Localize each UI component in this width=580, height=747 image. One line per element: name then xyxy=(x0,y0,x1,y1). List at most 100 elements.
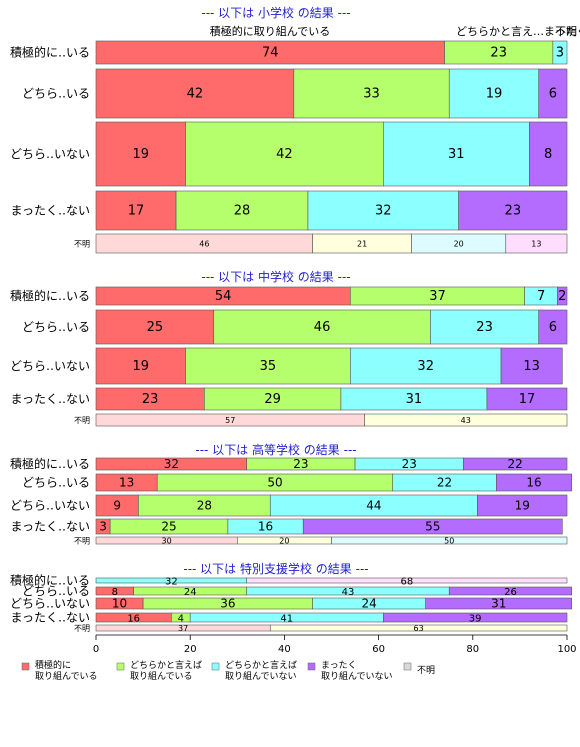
bar-segment xyxy=(425,597,573,610)
bar-row: どちら‥いる 8 24 43 26 xyxy=(22,584,573,598)
bar-segment xyxy=(95,121,186,187)
bar-value-label: 23 xyxy=(476,320,493,335)
bar-value-label: 19 xyxy=(132,147,149,162)
category-label: どちら‥いない xyxy=(10,499,90,513)
bar-segment xyxy=(95,190,177,231)
bar-value-label: 23 xyxy=(490,46,507,61)
bar-value-label: 32 xyxy=(375,204,392,219)
category-label: どちら‥いる xyxy=(22,476,90,490)
bar-value-label: 39 xyxy=(469,614,482,625)
bar-row: どちら‥いない 19 35 32 13 xyxy=(10,347,563,385)
legend-swatch xyxy=(403,662,412,671)
bar-value-label: 16 xyxy=(127,614,140,625)
bar-segment xyxy=(307,190,459,231)
x-tick-label: 20 xyxy=(184,644,197,655)
bar-value-label: 41 xyxy=(280,614,293,625)
bar-value-label: 13 xyxy=(523,359,540,374)
bar-value-label: 32 xyxy=(164,457,179,471)
bar-value-label: 20 xyxy=(279,537,289,546)
bar-value-label: 10 xyxy=(112,597,127,611)
bar-segment xyxy=(213,309,431,345)
bar-segment xyxy=(430,309,540,345)
bar-value-label: 19 xyxy=(486,87,503,102)
bar-value-label: 2 xyxy=(558,289,566,304)
bar-value-label: 36 xyxy=(220,597,235,611)
bar-value-label: 19 xyxy=(132,359,149,374)
bar-value-label: 43 xyxy=(461,416,471,425)
bar-value-label: 50 xyxy=(267,476,282,490)
bar-value-label: 68 xyxy=(400,577,413,588)
bar-segment xyxy=(463,457,568,471)
category-label: 不明 xyxy=(74,240,90,249)
bar-value-label: 55 xyxy=(425,520,440,534)
bar-value-label: 16 xyxy=(258,520,273,534)
bar-value-label: 50 xyxy=(444,537,454,546)
bar-segment xyxy=(458,190,568,231)
bar-row: 積極的に‥いる 54 37 7 2 xyxy=(10,286,568,306)
bar-value-label: 23 xyxy=(293,457,308,471)
category-label: 積極的に‥いる xyxy=(10,45,90,60)
category-label: まったく‥ない xyxy=(10,204,90,218)
bar-row: 不明 30 20 50 xyxy=(74,537,568,546)
bar-row: まったく‥ない 16 4 41 39 xyxy=(10,611,568,625)
bar-segment xyxy=(538,68,568,119)
bar-value-label: 31 xyxy=(448,147,465,162)
bar-value-label: 17 xyxy=(519,392,536,407)
bar-value-label: 31 xyxy=(491,597,506,611)
panel-1: --- 以下は 小学校 の結果 --- 積極的に‥いる 74 23 3 どちら‥いる 42 3… xyxy=(10,5,568,254)
legend-swatch xyxy=(307,662,316,671)
bar-row: 積極的に‥いる 32 68 xyxy=(10,573,568,588)
bar-value-label: 3 xyxy=(556,46,564,61)
bar-value-label: 74 xyxy=(262,46,279,61)
category-label: どちら‥いない xyxy=(10,359,90,373)
legend-swatch xyxy=(21,662,30,671)
bar-value-label: 22 xyxy=(508,457,523,471)
bar-segment xyxy=(500,347,563,385)
bar-value-label: 7 xyxy=(537,289,545,304)
legend-swatch xyxy=(116,662,125,671)
x-tick-label: 80 xyxy=(466,644,479,655)
legend-label: 不明 xyxy=(417,665,435,676)
bar-value-label: 23 xyxy=(402,457,417,471)
category-label: まったく‥ない xyxy=(10,611,90,625)
bar-segment xyxy=(95,347,186,385)
bar-value-label: 19 xyxy=(515,499,530,513)
bar-segment xyxy=(383,121,530,187)
bar-value-label: 37 xyxy=(429,289,446,304)
bar-row: 積極的に‥いる 32 23 23 22 xyxy=(10,456,568,471)
bar-value-label: 23 xyxy=(505,204,522,219)
bar-value-label: 4 xyxy=(178,614,184,625)
bar-value-label: 25 xyxy=(147,320,164,335)
bar-value-label: 25 xyxy=(161,520,176,534)
bar-value-label: 17 xyxy=(128,204,145,219)
bar-value-label: 21 xyxy=(357,240,367,249)
bar-segment xyxy=(302,518,563,535)
bar-value-label: 29 xyxy=(264,392,281,407)
bar-row: どちら‥いる 13 50 22 16 xyxy=(22,473,573,492)
legend-label: 取り組んでいる xyxy=(35,670,98,682)
category-label: どちら‥いない xyxy=(10,147,90,161)
bar-value-label: 43 xyxy=(342,587,355,598)
bar-value-label: 6 xyxy=(549,320,557,335)
bar-row: どちら‥いない 19 42 31 8 xyxy=(10,121,568,187)
bar-value-label: 24 xyxy=(184,587,197,598)
bar-segment xyxy=(448,586,573,596)
legend-label: 積極的に xyxy=(35,659,71,671)
panel-title: --- 以下は 中学校 の結果 --- xyxy=(201,269,350,284)
bar-value-label: 6 xyxy=(549,87,557,102)
bar-row: 不明 46 21 20 13 xyxy=(74,233,568,254)
category-label: まったく‥ない xyxy=(10,392,90,406)
bar-value-label: 24 xyxy=(362,597,377,611)
category-label: 積極的に‥いる xyxy=(10,456,90,471)
bar-segment xyxy=(383,612,568,623)
bar-row: どちら‥いる 25 46 23 6 xyxy=(22,309,568,345)
bar-segment xyxy=(185,347,351,385)
bar-segment xyxy=(185,121,384,187)
bar-value-label: 33 xyxy=(363,87,380,102)
panel-3: --- 以下は 高等学校 の結果 ---積極的に‥いる 32 23 23 22どちら‥い… xyxy=(10,442,573,546)
bar-segment xyxy=(95,68,295,119)
category-label: どちら‥いる xyxy=(22,87,90,101)
